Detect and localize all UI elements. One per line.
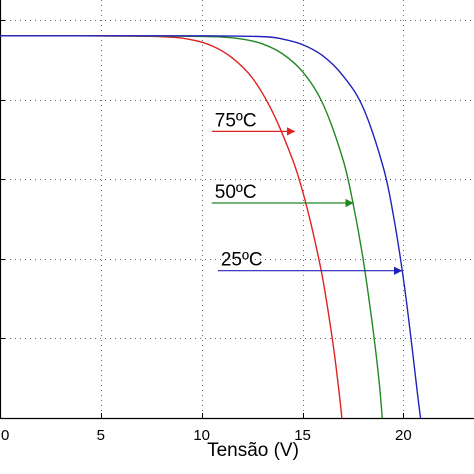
annotation-label: 75ºC xyxy=(215,110,257,131)
series-lines xyxy=(0,35,422,419)
series-line-75C xyxy=(0,35,343,419)
x-tick-label: 5 xyxy=(97,427,105,444)
x-tick-label: 0 xyxy=(1,427,9,444)
x-axis-title: Tensão (V) xyxy=(207,440,299,461)
annotation-label: 25ºC xyxy=(221,250,263,271)
tick-labels: 0 5 10 15 20 xyxy=(1,427,412,444)
series-line-25C xyxy=(0,35,422,419)
grid-lines xyxy=(0,0,474,418)
series-line-50C xyxy=(0,35,383,419)
annotation-label: 50ºC xyxy=(215,182,257,203)
x-tick-label: 20 xyxy=(395,427,412,444)
annotations: 75ºC 50ºC 25ºC xyxy=(211,110,403,275)
axes xyxy=(0,0,474,420)
x-tick-label: 15 xyxy=(294,427,311,444)
x-tick-label: 10 xyxy=(193,427,210,444)
